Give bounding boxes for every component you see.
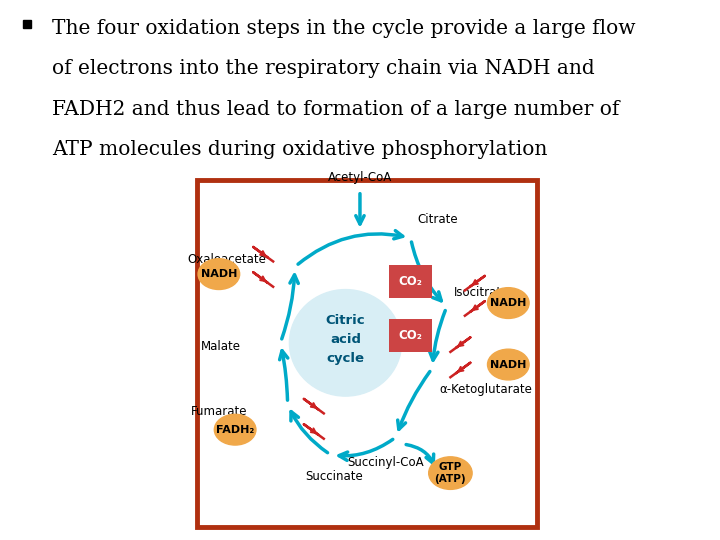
Text: NADH: NADH: [201, 269, 237, 279]
Text: Citrate: Citrate: [418, 213, 459, 226]
Text: Fumarate: Fumarate: [192, 405, 248, 418]
Text: Oxaloacetate: Oxaloacetate: [187, 253, 266, 266]
Text: ATP molecules during oxidative phosphorylation: ATP molecules during oxidative phosphory…: [53, 140, 548, 159]
Text: NADH: NADH: [490, 298, 526, 308]
Text: α-Ketoglutarate: α-Ketoglutarate: [439, 383, 532, 396]
Text: The four oxidation steps in the cycle provide a large flow: The four oxidation steps in the cycle pr…: [53, 19, 636, 38]
Text: of electrons into the respiratory chain via NADH and: of electrons into the respiratory chain …: [53, 59, 595, 78]
Text: NADH: NADH: [490, 360, 526, 369]
Text: FADH2 and thus lead to formation of a large number of: FADH2 and thus lead to formation of a la…: [53, 100, 620, 119]
Text: Malate: Malate: [201, 340, 240, 353]
Text: CO₂: CO₂: [399, 275, 423, 288]
Ellipse shape: [428, 457, 472, 489]
Ellipse shape: [198, 259, 240, 289]
FancyBboxPatch shape: [197, 180, 537, 528]
FancyBboxPatch shape: [389, 265, 432, 298]
Ellipse shape: [215, 414, 256, 445]
Text: CO₂: CO₂: [399, 329, 423, 342]
Text: FADH₂: FADH₂: [216, 424, 254, 435]
Text: Isocitrate: Isocitrate: [454, 286, 510, 299]
Text: Succinyl-CoA: Succinyl-CoA: [347, 456, 423, 469]
Ellipse shape: [487, 288, 529, 319]
FancyBboxPatch shape: [389, 319, 432, 352]
Ellipse shape: [487, 349, 529, 380]
Text: Acetyl-CoA: Acetyl-CoA: [328, 171, 392, 184]
Text: GTP
(ATP): GTP (ATP): [435, 462, 467, 484]
Text: Citric
acid
cycle: Citric acid cycle: [325, 314, 365, 364]
Ellipse shape: [289, 289, 402, 396]
Text: Succinate: Succinate: [306, 470, 364, 483]
